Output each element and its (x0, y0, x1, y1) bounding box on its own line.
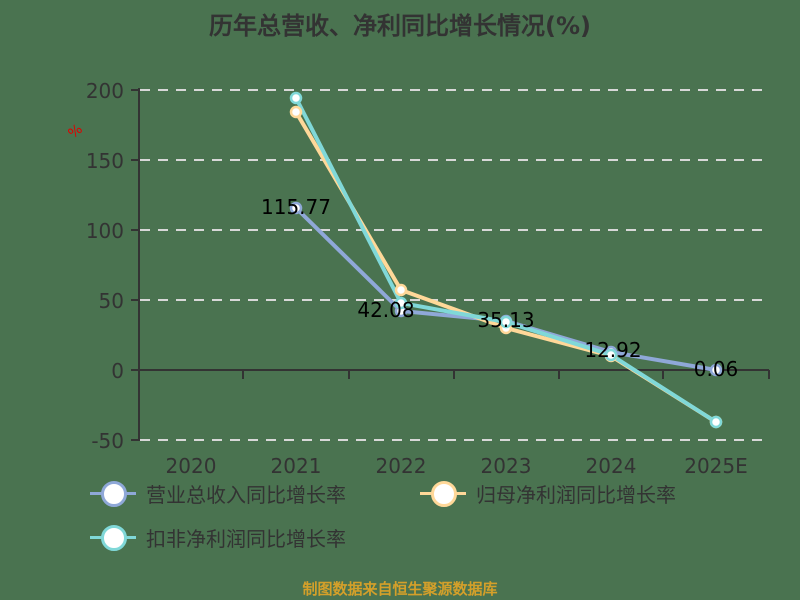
y-axis-unit-label: % (65, 121, 85, 142)
y-tick-label: 200 (86, 79, 124, 103)
legend-marker-icon (88, 478, 138, 508)
series-revenue[interactable] (294, 206, 717, 372)
y-tick-label: -50 (91, 429, 124, 453)
data-label: 35.13 (477, 308, 534, 332)
data-point[interactable] (289, 105, 303, 119)
legend-marker-icon (88, 522, 138, 552)
data-point[interactable] (394, 283, 408, 297)
markers-revenue (289, 201, 723, 377)
legend-item-revenue[interactable]: 营业总收入同比增长率 (88, 478, 346, 508)
data-point[interactable] (709, 415, 723, 429)
legend-item-parent-net-profit[interactable]: 归母净利润同比增长率 (418, 478, 676, 508)
x-tick-label: 2020 (166, 454, 217, 478)
data-label: 12.92 (584, 338, 641, 362)
x-tick-label: 2023 (481, 454, 532, 478)
data-point[interactable] (709, 363, 723, 377)
markers-deducted-net-profit (289, 91, 723, 429)
y-tick-label: 0 (111, 359, 124, 383)
data-point[interactable] (499, 315, 513, 329)
data-label: 115.77 (261, 195, 331, 219)
legend-label: 扣非净利润同比增长率 (146, 526, 346, 551)
x-tick-label: 2024 (586, 454, 637, 478)
data-point[interactable] (604, 348, 618, 362)
x-axis (139, 369, 770, 379)
y-axis (131, 88, 140, 441)
legend-item-deducted-net-profit[interactable]: 扣非净利润同比增长率 (88, 522, 346, 552)
legend-marker-icon (418, 478, 468, 508)
y-tick-label: 50 (99, 289, 124, 313)
x-tick-label: 2021 (271, 454, 322, 478)
y-tick-label: 100 (86, 219, 124, 243)
x-tick-label: 2025E (684, 454, 748, 478)
y-tick-label: 150 (86, 149, 124, 173)
legend-label: 营业总收入同比增长率 (146, 482, 346, 507)
data-source-note: 制图数据来自恒生聚源数据库 (302, 580, 498, 598)
data-point[interactable] (394, 296, 408, 310)
data-label: 0.06 (694, 357, 739, 381)
legend-label: 归母净利润同比增长率 (476, 482, 676, 507)
x-tick-labels: 2020 2021 2022 2023 2024 2025E (166, 454, 748, 478)
data-point[interactable] (289, 201, 303, 215)
x-tick-label: 2022 (376, 454, 427, 478)
data-label: 42.08 (357, 298, 414, 322)
data-point[interactable] (289, 91, 303, 105)
series-deducted-net-profit[interactable] (294, 97, 718, 424)
data-labels: 115.77 42.08 35.13 12.92 0.06 (261, 195, 738, 381)
chart-title: 历年总营收、净利同比增长情况(%) (209, 12, 591, 40)
gridlines (140, 89, 770, 441)
y-tick-labels: 200 150 100 50 0 -50 (86, 79, 124, 453)
